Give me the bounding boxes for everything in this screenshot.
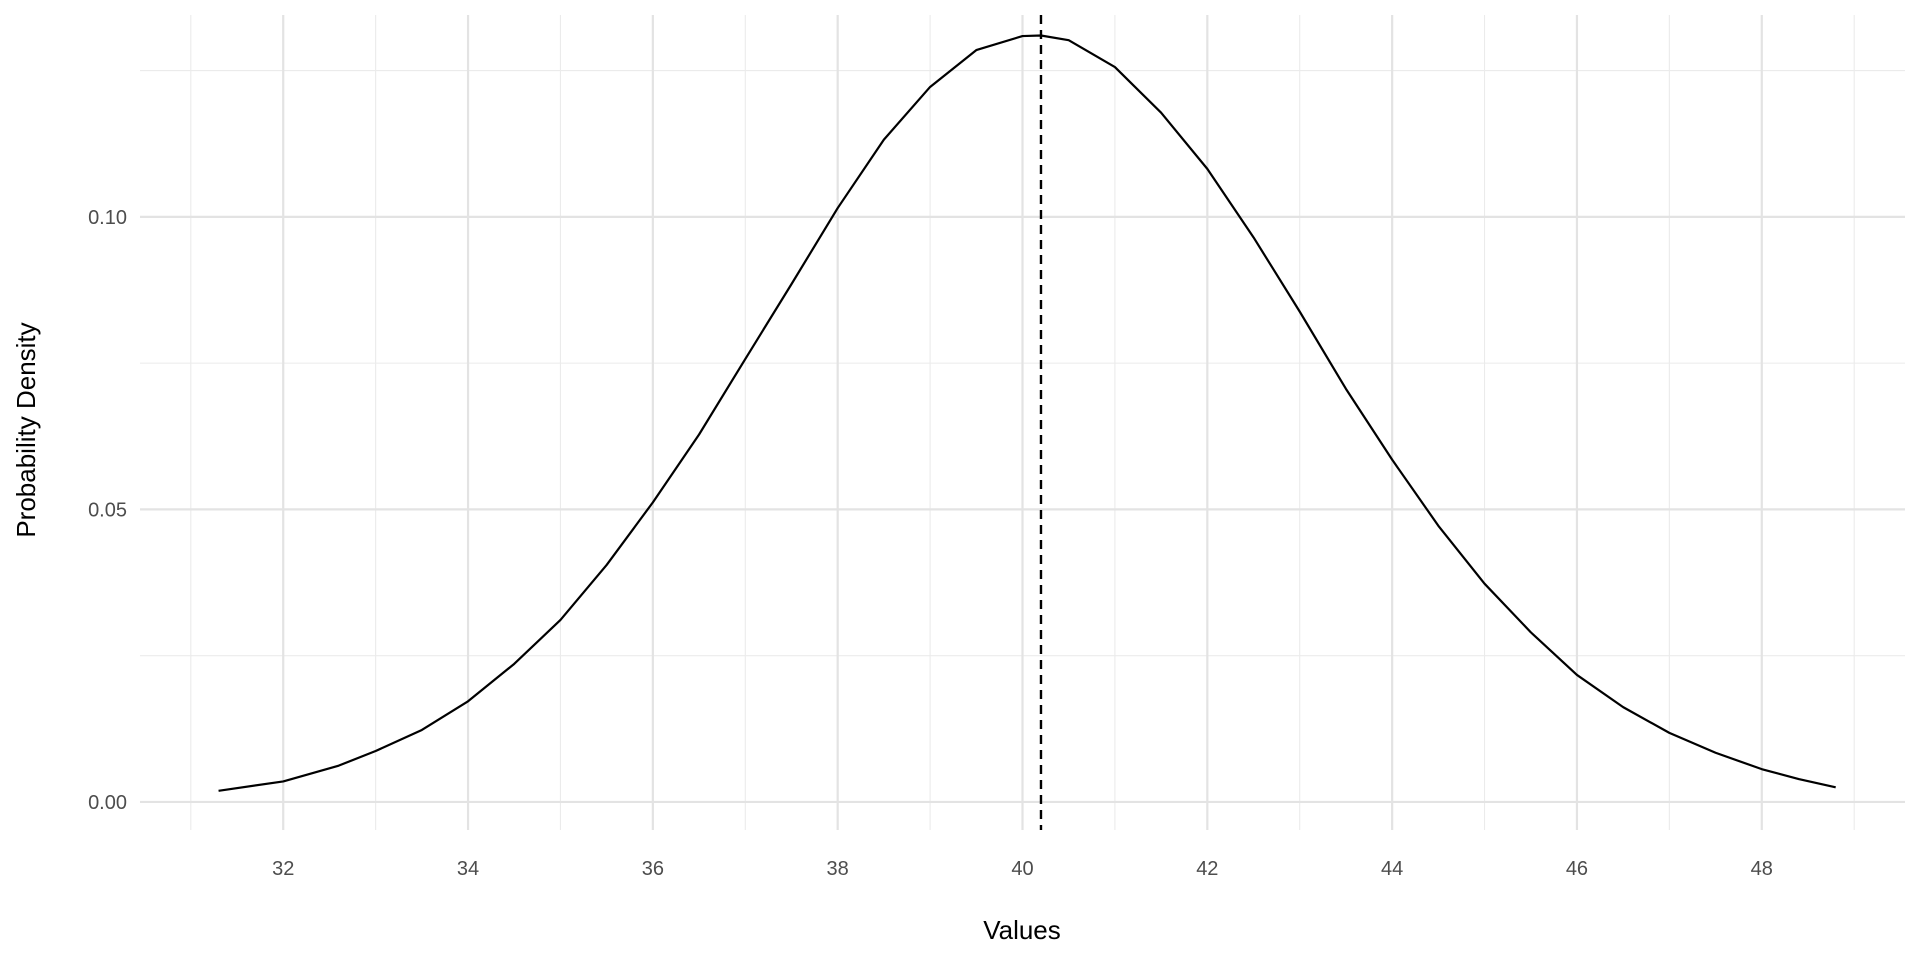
x-tick-label: 32 (272, 858, 294, 880)
major-gridlines (140, 15, 1905, 830)
x-tick-label: 34 (457, 858, 479, 880)
x-tick-label: 48 (1751, 858, 1773, 880)
series-layer (218, 34, 1836, 792)
y-tick-label: 0.00 (88, 792, 127, 814)
x-tick-label: 38 (827, 858, 849, 880)
x-tick-label: 46 (1566, 858, 1588, 880)
x-tick-label: 42 (1196, 858, 1218, 880)
y-tick-labels: 0.00 0.05 0.10 (88, 207, 127, 814)
x-tick-label: 36 (642, 858, 664, 880)
y-tick-label: 0.05 (88, 499, 127, 521)
y-tick-label: 0.10 (88, 207, 127, 229)
x-tick-labels: 32 34 36 38 40 42 44 46 48 (272, 858, 1773, 880)
x-tick-label: 44 (1381, 858, 1403, 880)
x-tick-label: 40 (1011, 858, 1033, 880)
y-axis-title: Probability Density (11, 322, 41, 537)
density-curve-line (218, 34, 1836, 792)
x-axis-title: Values (983, 915, 1061, 945)
